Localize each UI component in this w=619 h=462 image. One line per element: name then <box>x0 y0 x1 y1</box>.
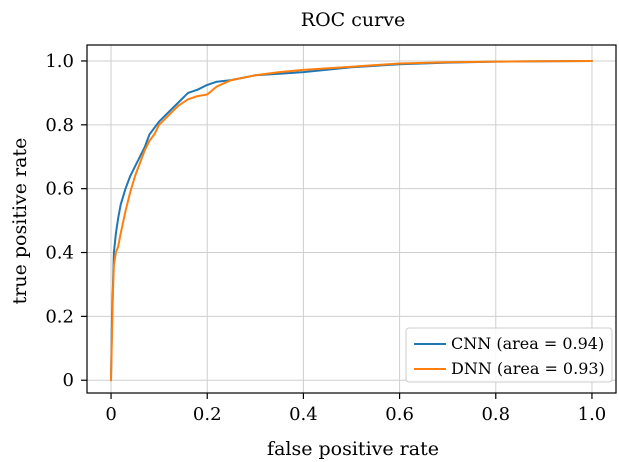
x-tick-label: 0 <box>105 404 116 425</box>
legend-label-dnn: DNN (area = 0.93) <box>451 359 605 378</box>
plot-frame <box>86 44 617 394</box>
y-tick-label: 0.8 <box>45 115 74 136</box>
grid <box>87 45 616 393</box>
legend: CNN (area = 0.94) DNN (area = 0.93) <box>405 327 613 383</box>
x-tick-label: 0.4 <box>289 404 318 425</box>
y-tick-label: 0.4 <box>45 243 74 264</box>
chart-title: ROC curve <box>301 9 405 31</box>
y-tick-label: 0.6 <box>45 179 74 200</box>
series-lines <box>110 60 593 382</box>
legend-box <box>405 327 613 383</box>
y-tick-label: 0.2 <box>45 306 74 327</box>
y-tick-label: 0 <box>63 370 74 391</box>
y-axis-label: true positive rate <box>9 138 31 305</box>
x-tick-label: 0.2 <box>193 404 222 425</box>
x-axis-label: false positive rate <box>267 438 439 460</box>
series-line-dnn <box>110 60 593 382</box>
x-tick-label: 1.0 <box>578 404 607 425</box>
legend-label-cnn: CNN (area = 0.94) <box>451 334 604 353</box>
x-tick-label: 0.6 <box>385 404 414 425</box>
x-tick-label: 0.8 <box>481 404 510 425</box>
y-tick-label: 1.0 <box>45 51 74 72</box>
axis-ticks: 0 0.2 0.4 0.6 0.8 1.0 0 0.2 0.4 0.6 0.8 1.0 <box>45 51 606 425</box>
